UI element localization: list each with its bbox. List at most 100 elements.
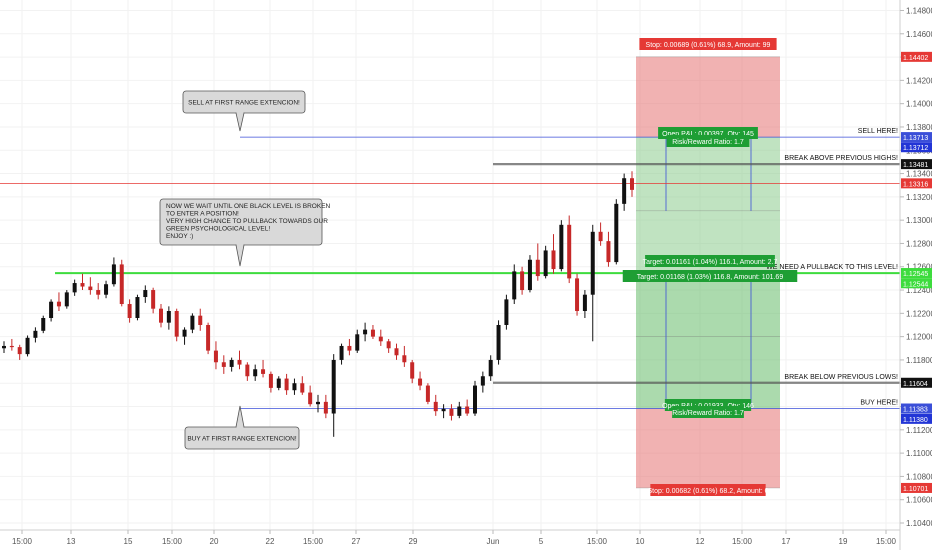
candle-body — [253, 369, 258, 377]
price-badge-extra — [901, 51, 932, 62]
candle-body — [261, 369, 266, 374]
candle-body — [300, 383, 305, 393]
price-axis[interactable]: 1.148001.146001.144001.142001.140001.138… — [900, 6, 932, 528]
candle-body — [402, 355, 407, 363]
short-target-label-bg — [645, 255, 775, 267]
candle-body — [64, 292, 69, 307]
candle-body — [418, 378, 423, 386]
x-tick-label: 27 — [352, 537, 361, 546]
candle-body — [104, 284, 109, 295]
candle-body — [473, 385, 477, 414]
wait-note-line: ENJOY :) — [166, 233, 193, 240]
candle-body — [543, 250, 548, 277]
wait-note: NOW WE WAIT UNTIL ONE BLACK LEVEL IS BRO… — [159, 198, 331, 267]
candle-body — [575, 278, 580, 312]
candle-body — [504, 299, 509, 325]
candle-body — [49, 301, 54, 318]
long-ratio-label-bg — [672, 406, 744, 418]
short-stop-label-bg — [639, 38, 777, 50]
short-stop-label: Stop: 0.00689 (0.61%) 68.9, Amount: 99 — [646, 42, 771, 49]
price-badge-buy — [901, 403, 932, 414]
candle-body — [143, 290, 148, 298]
y-tick-label: 1.12000 — [906, 333, 932, 342]
wait-note-line: TO ENTER A POSITION! — [166, 211, 239, 218]
x-tick-label: 5 — [539, 537, 544, 546]
candle-body — [425, 385, 430, 402]
position-zones — [636, 56, 780, 489]
candle-body — [370, 329, 375, 337]
candle-body — [386, 341, 391, 349]
candle-body — [590, 231, 595, 295]
x-tick-label: 15:00 — [876, 537, 897, 546]
candle-body — [159, 308, 163, 323]
candle-body — [127, 304, 132, 318]
candle-body — [151, 290, 156, 309]
candle-body — [630, 178, 634, 190]
x-tick-label: 20 — [210, 537, 219, 546]
y-tick-label: 1.12800 — [906, 239, 932, 248]
long-stop-label-bg — [650, 484, 766, 496]
y-tick-label: 1.13400 — [906, 170, 932, 179]
candle-body — [559, 224, 564, 270]
long-target-label-bg — [622, 270, 798, 282]
y-tick-label: 1.14800 — [906, 6, 932, 15]
candle-body — [96, 290, 101, 295]
y-tick-label: 1.13800 — [906, 123, 932, 132]
candle-body — [512, 271, 517, 300]
candle-body — [72, 283, 77, 293]
candle-body — [9, 345, 14, 348]
wait-note-line: VERY HIGH CHANCE TO PULLBACK TOWARDS OUR — [166, 218, 328, 225]
candle-body — [535, 259, 540, 277]
wait-note-line: GREEN PSYCHOLOGICAL LEVEL! — [166, 226, 270, 233]
price-badge-text-current: 1.13316 — [903, 181, 928, 188]
candle-body — [88, 286, 93, 291]
candle-body — [316, 401, 320, 405]
price-badge-extra — [901, 268, 932, 279]
x-tick-label: 15:00 — [732, 537, 753, 546]
y-tick-label: 1.14200 — [906, 76, 932, 85]
price-badge-extra — [901, 482, 932, 493]
candle-body — [433, 401, 438, 412]
candle-body — [190, 315, 195, 330]
position-labels: Stop: 0.00689 (0.61%) 68.9, Amount: 99 Op… — [622, 38, 798, 496]
long-target-label: Target: 0.01168 (1.03%) 116.8, Amount: 1… — [637, 274, 784, 281]
candle-body — [135, 297, 140, 318]
candle-body — [331, 359, 336, 414]
sell-note-line: SELL AT FIRST RANGE EXTENCION! — [188, 100, 300, 107]
price-badge-break-below — [901, 377, 932, 388]
candle-body — [339, 345, 344, 360]
time-axis[interactable]: 15:00 13 15 15:00 20 22 15:00 27 29 Jun 5 15:00 10 12… — [12, 530, 897, 546]
candle-body — [198, 315, 203, 325]
candle-body — [17, 347, 22, 355]
candle-body — [229, 359, 234, 367]
short-stop-zone — [636, 56, 780, 138]
candle-body — [496, 324, 501, 360]
long-ratio-label: Risk/Reward Ratio: 1.7 — [672, 410, 744, 417]
candle-body — [622, 178, 627, 204]
candle-body — [276, 378, 281, 388]
candle-body — [488, 359, 493, 377]
candle-body — [551, 250, 556, 270]
candle-body — [33, 330, 38, 338]
y-tick-label: 1.12600 — [906, 263, 932, 272]
candle-body — [347, 345, 352, 351]
candle-body — [308, 392, 313, 405]
level-label-sell: SELL HERE! — [858, 128, 898, 135]
y-tick-label: 1.12200 — [906, 309, 932, 318]
candle-body — [465, 406, 470, 414]
buy-note: BUY AT FIRST RANGE EXTENCION! — [184, 405, 300, 450]
x-tick-label: 13 — [67, 537, 76, 546]
candle-body — [449, 408, 454, 416]
candle-body — [25, 337, 30, 355]
candle-body — [363, 329, 368, 335]
short-target-label: Target: 0.01161 (1.04%) 116.1, Amount: 2… — [643, 259, 778, 266]
candle-body — [614, 203, 619, 263]
candle-body — [56, 301, 61, 307]
candle-body — [80, 283, 85, 287]
candle-body — [606, 241, 611, 263]
x-tick-label: 15 — [124, 537, 133, 546]
long-stop-label: Stop: 0.00682 (0.61%) 68.2, Amount: 0 — [647, 488, 768, 495]
level-label-pullback: WE NEED A PULLBACK TO THIS LEVEL! — [766, 264, 898, 271]
x-tick-label: 12 — [696, 537, 705, 546]
